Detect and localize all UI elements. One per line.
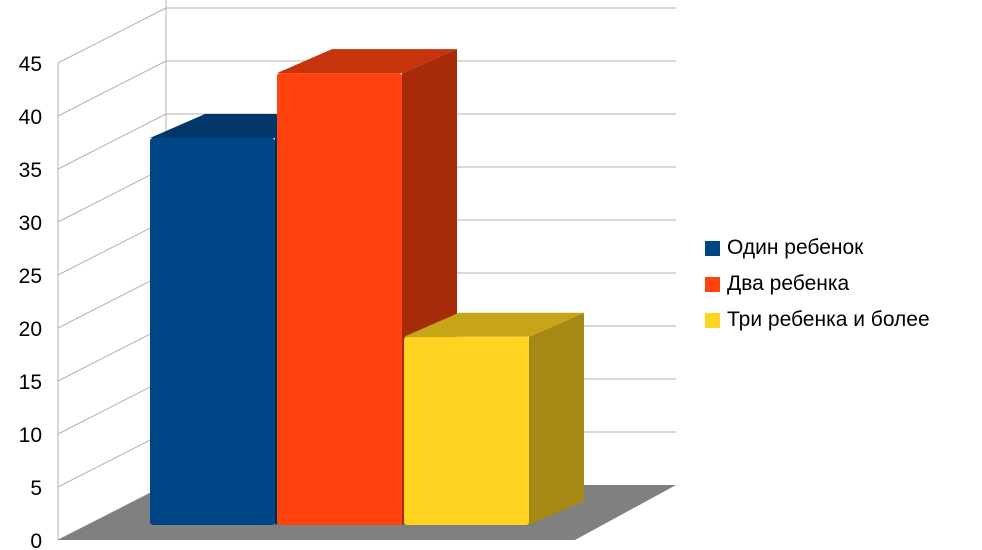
y-tick-label: 35: [19, 159, 42, 182]
y-tick-label: 20: [19, 318, 42, 341]
y-tick-label: 0: [30, 530, 42, 550]
side-gridline: [57, 219, 167, 276]
side-gridline: [57, 60, 167, 117]
bar-side: [529, 312, 584, 525]
bar-front: [277, 73, 402, 525]
y-axis-ticks: 0 5 10 15 20 25 30 35 40 45: [19, 53, 42, 550]
bar-top: [404, 312, 584, 337]
legend-label: Два ребенка: [727, 272, 850, 295]
y-tick-label: 40: [19, 106, 42, 129]
legend-swatch: [705, 276, 720, 292]
legend: Один ребенок Два ребенка Три ребенка и бол…: [705, 230, 930, 338]
side-gridline: [57, 166, 167, 223]
bar-front: [150, 138, 275, 525]
side-gridline: [57, 7, 167, 64]
y-tick-label: 25: [19, 265, 42, 288]
y-tick-label: 5: [30, 477, 42, 500]
legend-swatch: [705, 240, 720, 256]
bar-3: [404, 312, 584, 525]
side-gridline: [57, 325, 167, 382]
y-tick-label: 30: [19, 212, 42, 235]
y-tick-label: 15: [19, 371, 42, 394]
side-gridline: [57, 431, 167, 488]
side-gridline: [57, 272, 167, 329]
y-tick-label: 45: [19, 53, 42, 76]
legend-item: Два ребенка: [705, 266, 930, 302]
legend-swatch: [705, 312, 720, 328]
legend-item: Один ребенок: [705, 230, 930, 266]
bar-top: [277, 49, 457, 74]
side-gridline: [57, 113, 167, 170]
y-tick-label: 10: [19, 424, 42, 447]
legend-label: Три ребенка и более: [727, 308, 930, 331]
legend-label: Один ребенок: [727, 236, 864, 259]
bar-front: [404, 336, 529, 525]
bars-layer: [150, 49, 584, 525]
legend-item: Три ребенка и более: [705, 302, 930, 338]
side-gridline: [57, 378, 167, 435]
